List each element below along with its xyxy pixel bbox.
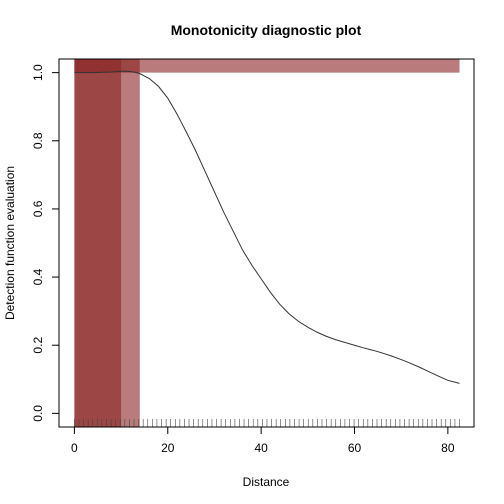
highlight-region-3	[74, 59, 460, 73]
y-tick-label: 0.0	[31, 405, 45, 422]
y-axis-label: Detection function evaluation	[3, 166, 17, 320]
chart-title: Monotonicity diagnostic plot	[171, 22, 362, 38]
y-tick-label: 0.4	[31, 268, 45, 285]
x-tick-label: 80	[441, 441, 455, 455]
x-tick-label: 20	[161, 441, 175, 455]
detection-function-line	[74, 70, 460, 384]
x-tick-label: 40	[254, 441, 268, 455]
x-tick-label: 60	[348, 441, 362, 455]
highlight-region-2	[74, 59, 140, 427]
y-tick-label: 0.8	[31, 132, 45, 149]
y-tick-label: 1.0	[31, 64, 45, 81]
highlight-regions	[74, 59, 460, 427]
y-tick-label: 0.6	[31, 200, 45, 217]
x-axis-label: Distance	[243, 475, 290, 489]
x-tick-label: 0	[71, 441, 78, 455]
y-tick-label: 0.2	[31, 337, 45, 354]
y-axis: 0.0 0.2 0.4 0.6 0.8 1.0	[31, 64, 60, 422]
x-axis: 0 20 40 60 80	[71, 426, 455, 455]
rug-ticks	[74, 419, 460, 427]
